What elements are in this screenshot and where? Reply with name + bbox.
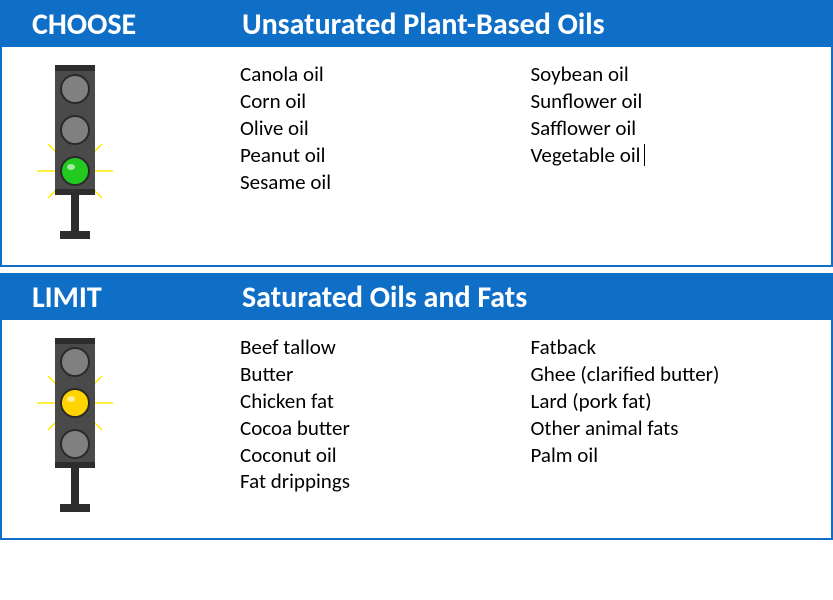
list-item: Corn oil xyxy=(240,88,531,115)
list-item: Beef tallow xyxy=(240,334,531,361)
list-item: Fat drippings xyxy=(240,468,531,495)
section-title: Saturated Oils and Fats xyxy=(242,279,831,316)
section-limit: LIMIT Saturated Oils and Fats Beef tallo… xyxy=(0,273,833,540)
section-header: LIMIT Saturated Oils and Fats xyxy=(2,275,831,320)
list-item: Sesame oil xyxy=(240,169,531,196)
list-item: Olive oil xyxy=(240,115,531,142)
list-item: Butter xyxy=(240,361,531,388)
list-item: Chicken fat xyxy=(240,388,531,415)
traffic-light-icon xyxy=(20,57,130,247)
list-column: Beef tallowButterChicken fatCocoa butter… xyxy=(240,334,531,520)
section-lists: Beef tallowButterChicken fatCocoa butter… xyxy=(240,330,821,520)
list-item: Canola oil xyxy=(240,61,531,88)
section-action: LIMIT xyxy=(32,279,242,316)
section-body: Canola oilCorn oilOlive oilPeanut oilSes… xyxy=(2,47,831,265)
section-title: Unsaturated Plant-Based Oils xyxy=(242,6,831,43)
list-item: Ghee (clarified butter) xyxy=(531,361,822,388)
section-lists: Canola oilCorn oilOlive oilPeanut oilSes… xyxy=(240,57,821,247)
section-choose: CHOOSE Unsaturated Plant-Based Oils Cano… xyxy=(0,0,833,267)
section-icon xyxy=(20,330,240,520)
list-item: Peanut oil xyxy=(240,142,531,169)
list-item: Cocoa butter xyxy=(240,415,531,442)
section-header: CHOOSE Unsaturated Plant-Based Oils xyxy=(2,2,831,47)
list-item: Soybean oil xyxy=(531,61,822,88)
list-column: Canola oilCorn oilOlive oilPeanut oilSes… xyxy=(240,61,531,247)
list-item: Vegetable oil xyxy=(531,142,822,169)
list-item: Palm oil xyxy=(531,442,822,469)
list-item: Safflower oil xyxy=(531,115,822,142)
list-item: Fatback xyxy=(531,334,822,361)
list-item: Other animal fats xyxy=(531,415,822,442)
list-item: Lard (pork fat) xyxy=(531,388,822,415)
traffic-light-icon xyxy=(20,330,130,520)
section-body: Beef tallowButterChicken fatCocoa butter… xyxy=(2,320,831,538)
section-icon xyxy=(20,57,240,247)
list-item: Sunflower oil xyxy=(531,88,822,115)
list-column: FatbackGhee (clarified butter)Lard (pork… xyxy=(531,334,822,520)
list-item: Coconut oil xyxy=(240,442,531,469)
section-action: CHOOSE xyxy=(32,6,242,43)
list-column: Soybean oilSunflower oilSafflower oilVeg… xyxy=(531,61,822,247)
